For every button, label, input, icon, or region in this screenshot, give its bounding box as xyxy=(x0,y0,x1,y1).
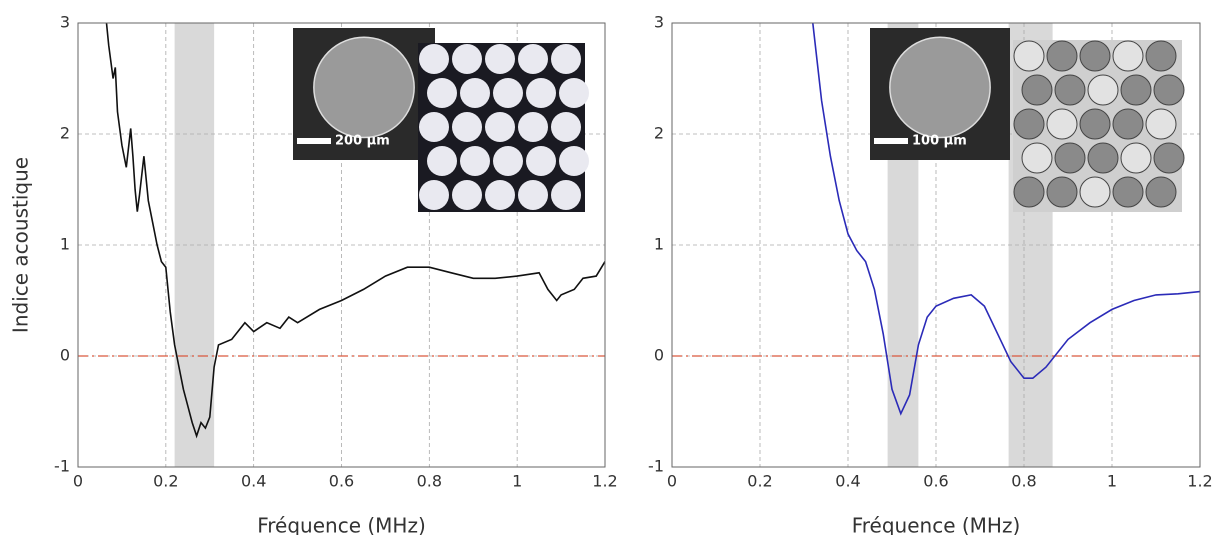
y-tick-label: 1 xyxy=(60,235,70,254)
x-tick-label: 0.6 xyxy=(923,472,948,491)
photo-particle xyxy=(452,180,482,210)
y-tick-label: -1 xyxy=(54,457,70,476)
photo-particle xyxy=(1087,142,1119,174)
photo-particle xyxy=(419,44,449,74)
photo-particle xyxy=(1145,40,1177,72)
photo-particle xyxy=(526,146,556,176)
photo-particle xyxy=(518,44,548,74)
sem-particle xyxy=(313,36,415,139)
y-tick-label: 3 xyxy=(654,13,664,32)
x-tick-label: 0.4 xyxy=(835,472,860,491)
x-tick-label: 0.2 xyxy=(747,472,772,491)
y-tick-label: -1 xyxy=(648,457,664,476)
photo-particle xyxy=(1145,176,1177,208)
photo-particle xyxy=(1013,40,1045,72)
x-tick-label: 0.8 xyxy=(417,472,442,491)
x-tick-label: 0.8 xyxy=(1011,472,1036,491)
y-tick-label: 1 xyxy=(654,235,664,254)
y-tick-label: 2 xyxy=(60,124,70,143)
photo-particle xyxy=(1013,176,1045,208)
photo-particle xyxy=(1054,74,1086,106)
photo-particle xyxy=(1046,176,1078,208)
x-tick-label: 0.2 xyxy=(153,472,178,491)
scale-bar xyxy=(874,138,908,144)
photo-particle xyxy=(419,180,449,210)
photo-particle xyxy=(1054,142,1086,174)
photo-particle xyxy=(1112,40,1144,72)
photo-particle xyxy=(1120,74,1152,106)
photo-particle xyxy=(485,112,515,142)
photo-particle xyxy=(1112,108,1144,140)
photo-particle xyxy=(460,78,490,108)
photo-particle xyxy=(485,180,515,210)
photo-particle xyxy=(493,146,523,176)
scale-label: 100 µm xyxy=(912,134,967,149)
photo-particle xyxy=(460,146,490,176)
photo-particle xyxy=(419,112,449,142)
data-line xyxy=(105,23,605,439)
photo-particle xyxy=(1046,108,1078,140)
photo-particle xyxy=(1145,108,1177,140)
x-tick-label: 0.6 xyxy=(329,472,354,491)
data-line xyxy=(812,23,1200,416)
sem-particle xyxy=(889,36,991,139)
photo-particle xyxy=(1120,142,1152,174)
y-axis-label: Indice acoustique xyxy=(9,157,33,333)
scale-bar xyxy=(297,138,331,144)
y-tick-label: 0 xyxy=(654,346,664,365)
photo-particle xyxy=(1013,108,1045,140)
plot-frame xyxy=(671,22,1201,468)
scale-label: 200 µm xyxy=(335,134,390,149)
photo-particle xyxy=(452,112,482,142)
photo-particle xyxy=(551,180,581,210)
x-axis-label: Fréquence (MHz) xyxy=(852,514,1021,535)
x-axis-label: Fréquence (MHz) xyxy=(257,514,426,535)
x-tick-label: 1.2 xyxy=(592,472,617,491)
photo-particle xyxy=(559,146,589,176)
x-tick-label: 1 xyxy=(512,472,522,491)
plot-frame xyxy=(77,22,606,468)
photo-particle xyxy=(1021,74,1053,106)
photo-particle xyxy=(559,78,589,108)
y-tick-label: 3 xyxy=(60,13,70,32)
photo-particle xyxy=(1079,40,1111,72)
x-tick-label: 0 xyxy=(667,472,677,491)
x-tick-label: 1 xyxy=(1107,472,1117,491)
photo-particle xyxy=(427,78,457,108)
photo-particle xyxy=(427,146,457,176)
photo-particle xyxy=(1079,108,1111,140)
photo-particle xyxy=(493,78,523,108)
x-tick-label: 1.2 xyxy=(1187,472,1212,491)
photo-particle xyxy=(526,78,556,108)
photo-particle xyxy=(485,44,515,74)
y-tick-label: 2 xyxy=(654,124,664,143)
x-tick-label: 0 xyxy=(73,472,83,491)
photo-particle xyxy=(551,112,581,142)
photo-particle xyxy=(518,112,548,142)
photo-particle xyxy=(551,44,581,74)
photo-particle xyxy=(452,44,482,74)
x-tick-label: 0.4 xyxy=(241,472,266,491)
photo-particle xyxy=(518,180,548,210)
photo-particle xyxy=(1079,176,1111,208)
photo-particle xyxy=(1087,74,1119,106)
band xyxy=(174,23,215,467)
photo-particle xyxy=(1112,176,1144,208)
photo-particle xyxy=(1153,74,1185,106)
photo-particle xyxy=(1153,142,1185,174)
y-tick-label: 0 xyxy=(60,346,70,365)
photo-particle xyxy=(1046,40,1078,72)
photo-particle xyxy=(1021,142,1053,174)
